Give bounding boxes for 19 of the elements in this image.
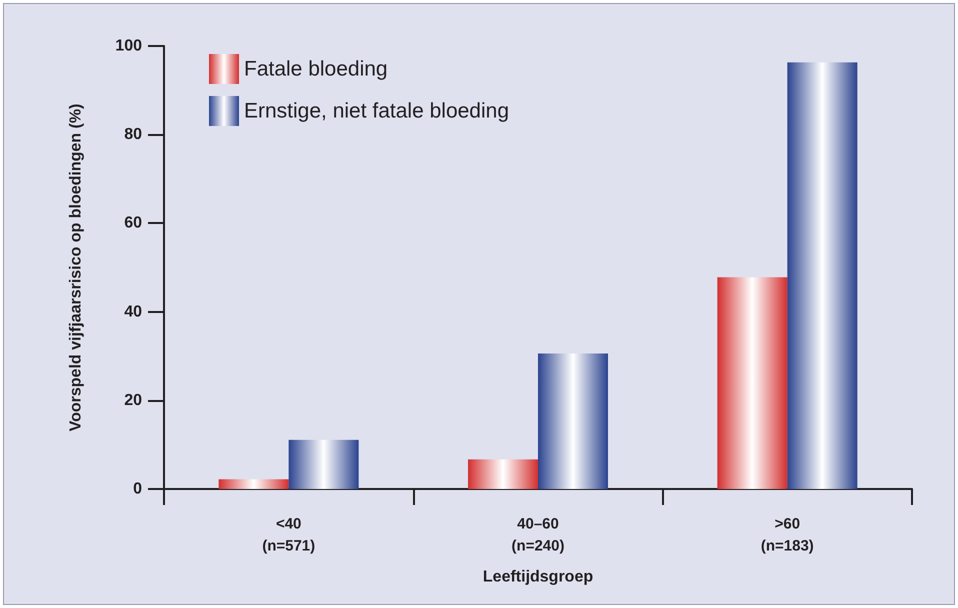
y-axis-title: Voorspeld vijfjaarsrisico op bloedingen (%) (68, 104, 84, 432)
y-tick-label: 40 (124, 303, 142, 320)
bar (218, 479, 289, 489)
y-tick-label: 80 (124, 126, 142, 144)
legend-label: Fatale bloeding (244, 58, 388, 80)
x-axis-title: Leeftijdsgroep (482, 568, 594, 586)
bar (717, 277, 788, 489)
y-tick-label: 0 (133, 480, 142, 498)
legend-label: Ernstige, niet fatale bloeding (244, 100, 510, 122)
bar (288, 440, 359, 489)
bar (538, 353, 608, 489)
x-tick-label: <40 (n=571) (262, 516, 316, 554)
bar (468, 459, 538, 489)
y-tick-label: 100 (115, 38, 142, 54)
bar (787, 62, 858, 489)
y-tick-label: 20 (124, 392, 142, 409)
y-tick-label: 60 (124, 214, 142, 232)
x-tick-label: >60 (n=183) (760, 516, 814, 554)
x-tick-label: 40–60 (n=240) (512, 516, 564, 554)
